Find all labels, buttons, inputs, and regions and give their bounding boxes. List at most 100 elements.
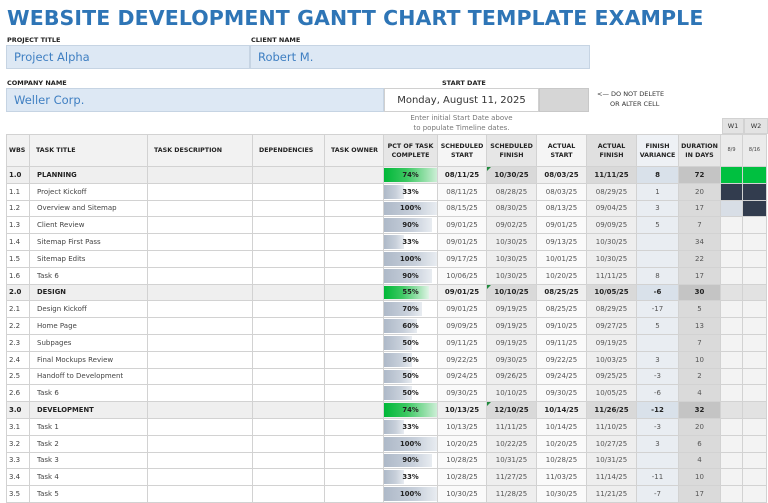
wbs-cell[interactable]: 3.3: [6, 451, 30, 470]
actual-start-cell[interactable]: 09/30/25: [536, 384, 587, 403]
scheduled-start-cell[interactable]: 09/01/25: [437, 233, 487, 251]
pct-complete-cell[interactable]: 90%: [383, 451, 438, 470]
scheduled-start-cell[interactable]: 10/28/25: [437, 451, 487, 470]
task-description-cell[interactable]: [147, 468, 253, 487]
task-owner-cell[interactable]: [324, 451, 384, 470]
actual-start-cell[interactable]: 10/28/25: [536, 451, 587, 470]
pct-complete-cell[interactable]: 74%: [383, 401, 438, 419]
wbs-cell[interactable]: 3.1: [6, 417, 30, 436]
task-title-cell[interactable]: Design Kickoff: [29, 300, 148, 319]
wbs-cell[interactable]: 2.1: [6, 300, 30, 319]
project-title-field[interactable]: Project Alpha: [6, 45, 250, 69]
task-owner-cell[interactable]: [324, 283, 384, 302]
pct-complete-cell[interactable]: 70%: [383, 300, 438, 319]
actual-finish-cell[interactable]: 10/03/25: [586, 350, 637, 369]
dependencies-cell[interactable]: [252, 417, 325, 436]
scheduled-finish-cell[interactable]: 10/30/25: [486, 166, 537, 184]
scheduled-finish-cell[interactable]: 10/31/25: [486, 451, 537, 470]
scheduled-finish-cell[interactable]: 10/10/25: [486, 384, 537, 403]
wbs-cell[interactable]: 2.4: [6, 350, 30, 369]
task-description-cell[interactable]: [147, 166, 253, 184]
scheduled-finish-cell[interactable]: 09/02/25: [486, 216, 537, 235]
dependencies-cell[interactable]: [252, 333, 325, 352]
actual-start-cell[interactable]: 08/03/25: [536, 182, 587, 201]
actual-start-cell[interactable]: 08/25/25: [536, 300, 587, 319]
scheduled-start-cell[interactable]: 09/01/25: [437, 283, 487, 302]
scheduled-finish-cell[interactable]: 11/11/25: [486, 417, 537, 436]
task-description-cell[interactable]: [147, 384, 253, 403]
task-owner-cell[interactable]: [324, 401, 384, 419]
task-title-cell[interactable]: Project Kickoff: [29, 182, 148, 201]
dependencies-cell[interactable]: [252, 283, 325, 302]
task-title-cell[interactable]: Client Review: [29, 216, 148, 235]
dependencies-cell[interactable]: [252, 216, 325, 235]
task-owner-cell[interactable]: [324, 216, 384, 235]
task-owner-cell[interactable]: [324, 417, 384, 436]
wbs-cell[interactable]: 2.2: [6, 317, 30, 335]
wbs-cell[interactable]: 3.2: [6, 434, 30, 453]
scheduled-finish-cell[interactable]: 09/26/25: [486, 367, 537, 386]
wbs-cell[interactable]: 1.3: [6, 216, 30, 235]
actual-finish-cell[interactable]: 11/11/25: [586, 166, 637, 184]
actual-finish-cell[interactable]: 08/29/25: [586, 300, 637, 319]
task-owner-cell[interactable]: [324, 333, 384, 352]
pct-complete-cell[interactable]: 100%: [383, 434, 438, 453]
task-title-cell[interactable]: DESIGN: [29, 283, 148, 302]
actual-finish-cell[interactable]: 09/27/25: [586, 317, 637, 335]
scheduled-finish-cell[interactable]: 08/30/25: [486, 199, 537, 218]
dependencies-cell[interactable]: [252, 317, 325, 335]
task-title-cell[interactable]: Task 4: [29, 468, 148, 487]
scheduled-finish-cell[interactable]: 09/19/25: [486, 300, 537, 319]
scheduled-finish-cell[interactable]: 10/22/25: [486, 434, 537, 453]
scheduled-start-cell[interactable]: 10/06/25: [437, 266, 487, 285]
actual-finish-cell[interactable]: 09/19/25: [586, 333, 637, 352]
wbs-cell[interactable]: 1.1: [6, 182, 30, 201]
wbs-cell[interactable]: 3.5: [6, 485, 30, 503]
actual-finish-cell[interactable]: 09/25/25: [586, 367, 637, 386]
actual-finish-cell[interactable]: 11/14/25: [586, 468, 637, 487]
scheduled-start-cell[interactable]: 10/20/25: [437, 434, 487, 453]
scheduled-start-cell[interactable]: 09/30/25: [437, 384, 487, 403]
actual-start-cell[interactable]: 09/13/25: [536, 233, 587, 251]
actual-start-cell[interactable]: 10/01/25: [536, 249, 587, 268]
task-description-cell[interactable]: [147, 216, 253, 235]
wbs-cell[interactable]: 2.0: [6, 283, 30, 302]
task-owner-cell[interactable]: [324, 350, 384, 369]
actual-start-cell[interactable]: 11/03/25: [536, 468, 587, 487]
task-description-cell[interactable]: [147, 417, 253, 436]
task-title-cell[interactable]: PLANNING: [29, 166, 148, 184]
pct-complete-cell[interactable]: 100%: [383, 485, 438, 503]
pct-complete-cell[interactable]: 90%: [383, 216, 438, 235]
task-description-cell[interactable]: [147, 283, 253, 302]
task-title-cell[interactable]: Task 3: [29, 451, 148, 470]
actual-start-cell[interactable]: 09/10/25: [536, 317, 587, 335]
dependencies-cell[interactable]: [252, 199, 325, 218]
task-title-cell[interactable]: Sitemap Edits: [29, 249, 148, 268]
task-owner-cell[interactable]: [324, 266, 384, 285]
wbs-cell[interactable]: 2.5: [6, 367, 30, 386]
scheduled-finish-cell[interactable]: 10/10/25: [486, 283, 537, 302]
dependencies-cell[interactable]: [252, 451, 325, 470]
dependencies-cell[interactable]: [252, 384, 325, 403]
dependencies-cell[interactable]: [252, 300, 325, 319]
wbs-cell[interactable]: 2.3: [6, 333, 30, 352]
actual-finish-cell[interactable]: 11/21/25: [586, 485, 637, 503]
actual-start-cell[interactable]: 10/14/25: [536, 401, 587, 419]
actual-start-cell[interactable]: 09/11/25: [536, 333, 587, 352]
task-description-cell[interactable]: [147, 434, 253, 453]
actual-start-cell[interactable]: 09/24/25: [536, 367, 587, 386]
task-owner-cell[interactable]: [324, 468, 384, 487]
wbs-cell[interactable]: 3.4: [6, 468, 30, 487]
task-title-cell[interactable]: Task 5: [29, 485, 148, 503]
scheduled-start-cell[interactable]: 09/17/25: [437, 249, 487, 268]
wbs-cell[interactable]: 1.6: [6, 266, 30, 285]
dependencies-cell[interactable]: [252, 367, 325, 386]
actual-finish-cell[interactable]: 09/04/25: [586, 199, 637, 218]
task-owner-cell[interactable]: [324, 300, 384, 319]
pct-complete-cell[interactable]: 74%: [383, 166, 438, 184]
pct-complete-cell[interactable]: 50%: [383, 367, 438, 386]
actual-finish-cell[interactable]: 10/05/25: [586, 283, 637, 302]
actual-start-cell[interactable]: 10/20/25: [536, 434, 587, 453]
pct-complete-cell[interactable]: 33%: [383, 468, 438, 487]
pct-complete-cell[interactable]: 60%: [383, 317, 438, 335]
